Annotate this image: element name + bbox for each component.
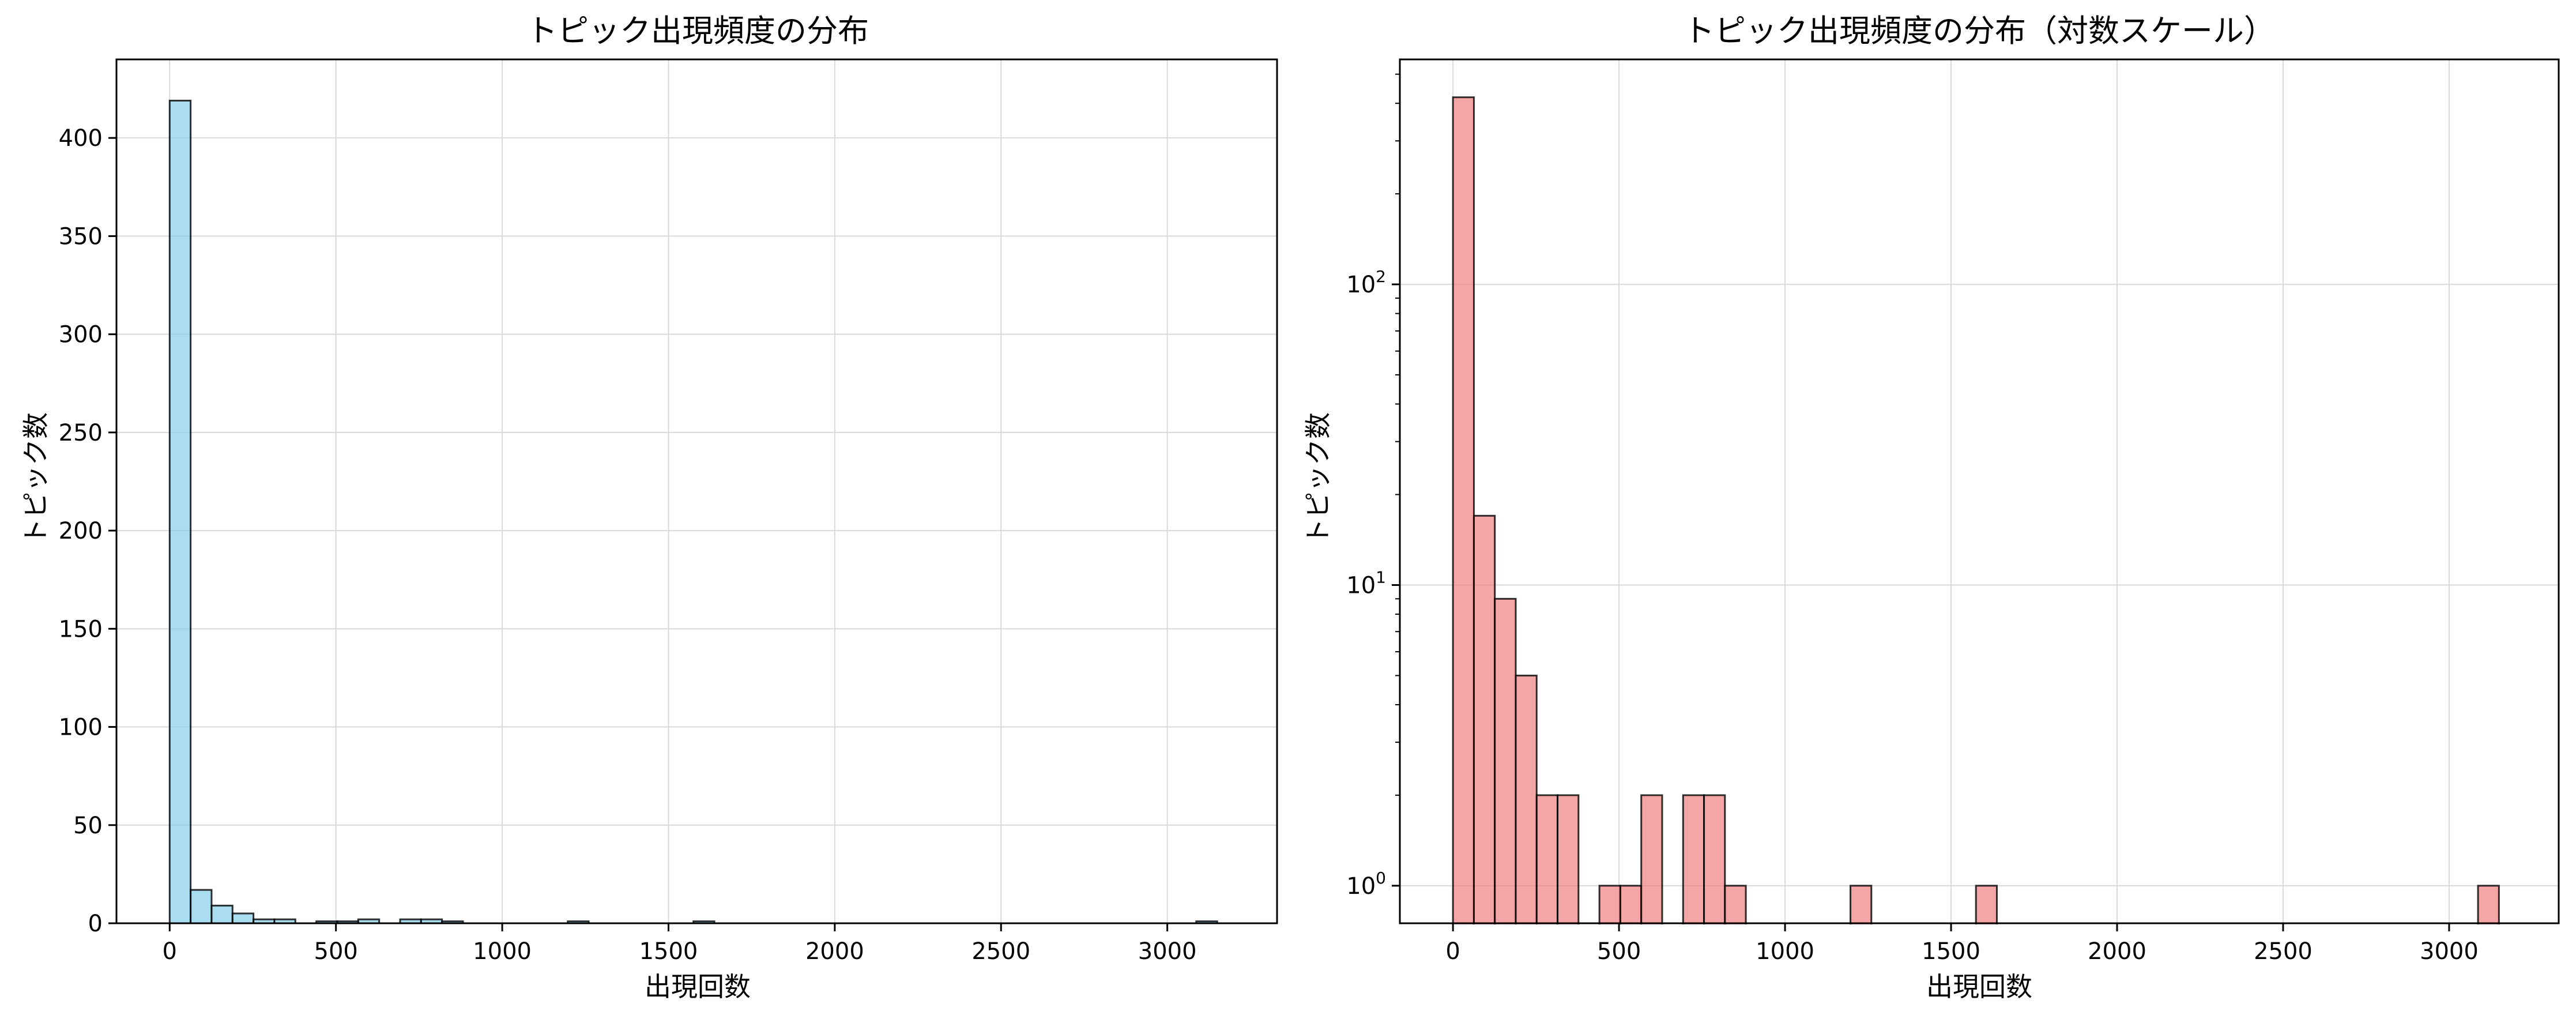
log-grid [1400,59,2559,923]
linear-grid [116,59,1277,924]
log-x-tick-label: 3000 [2420,938,2479,965]
log-histogram-bar [1557,794,1580,947]
linear-axis-mask [115,924,1278,959]
linear-chart-title: トピック出現頻度の分布 [526,13,869,49]
linear-histogram-bar [231,912,255,924]
linear-y-tick-label: 300 [59,322,103,348]
log-axes-frame [1399,58,2560,924]
linear-x-axis-label: 出現回数 [645,971,751,1002]
log-histogram-bar [1703,794,1726,947]
log-histogram-bar [1472,514,1496,947]
linear-x-tick-label: 1000 [473,938,532,965]
log-x-tick-label: 2500 [2254,938,2313,965]
linear-histogram-bar [168,99,192,924]
log-x-tick-label: 0 [1445,938,1460,965]
log-axis-mask [1399,924,2560,959]
log-x-tick-label: 500 [1597,938,1641,965]
linear-y-tick-label: 250 [59,420,103,446]
log-x-tick-label: 1500 [1922,938,1980,965]
linear-y-tick-label: 150 [59,616,103,642]
linear-x-tick-label: 500 [314,938,358,965]
linear-histogram-bar [210,904,234,924]
linear-histogram-panel: トピック出現頻度の分布 出現回数 トピック数 0 500 1000 1500 2000 2… [20,13,1278,1002]
linear-x-tick-label: 3000 [1138,938,1197,965]
log-histogram-bar [1494,597,1517,947]
log-histogram-bar [1452,96,1475,947]
linear-y-tick-label: 100 [59,715,103,741]
log-y-axis-label: トピック数 [1302,412,1334,545]
log-histogram-bar [1515,674,1538,947]
log-x-axis-label: 出現回数 [1926,971,2032,1002]
linear-x-tick-label: 1500 [639,938,698,965]
linear-y-tick-label: 400 [59,125,103,152]
linear-histogram-bar [190,889,213,924]
linear-y-tick-label: 350 [59,223,103,250]
linear-axes-frame [115,58,1278,924]
linear-y-tick-label: 50 [73,813,103,839]
log-y-tick-label: 100 [1346,868,1386,900]
linear-y-axis-label: トピック数 [20,412,51,545]
log-x-tick-label: 1000 [1756,938,1814,965]
linear-y-tick-label: 200 [59,518,103,544]
linear-x-tick-label: 0 [163,938,177,965]
log-x-tick-label: 2000 [2088,938,2146,965]
linear-bars [168,99,1218,924]
linear-x-tick-label: 2500 [971,938,1030,965]
linear-y-tick-label: 0 [88,911,103,937]
log-y-tick-label: 102 [1346,267,1386,298]
linear-x-tick-label: 2000 [805,938,864,965]
log-chart-title: トピック出現頻度の分布（対数スケール） [1684,13,2275,49]
log-y-tick-label: 101 [1346,567,1386,599]
log-histogram-panel: トピック出現頻度の分布（対数スケール） 出現回数 トピック数 0 500 1000 1… [1302,13,2560,1002]
